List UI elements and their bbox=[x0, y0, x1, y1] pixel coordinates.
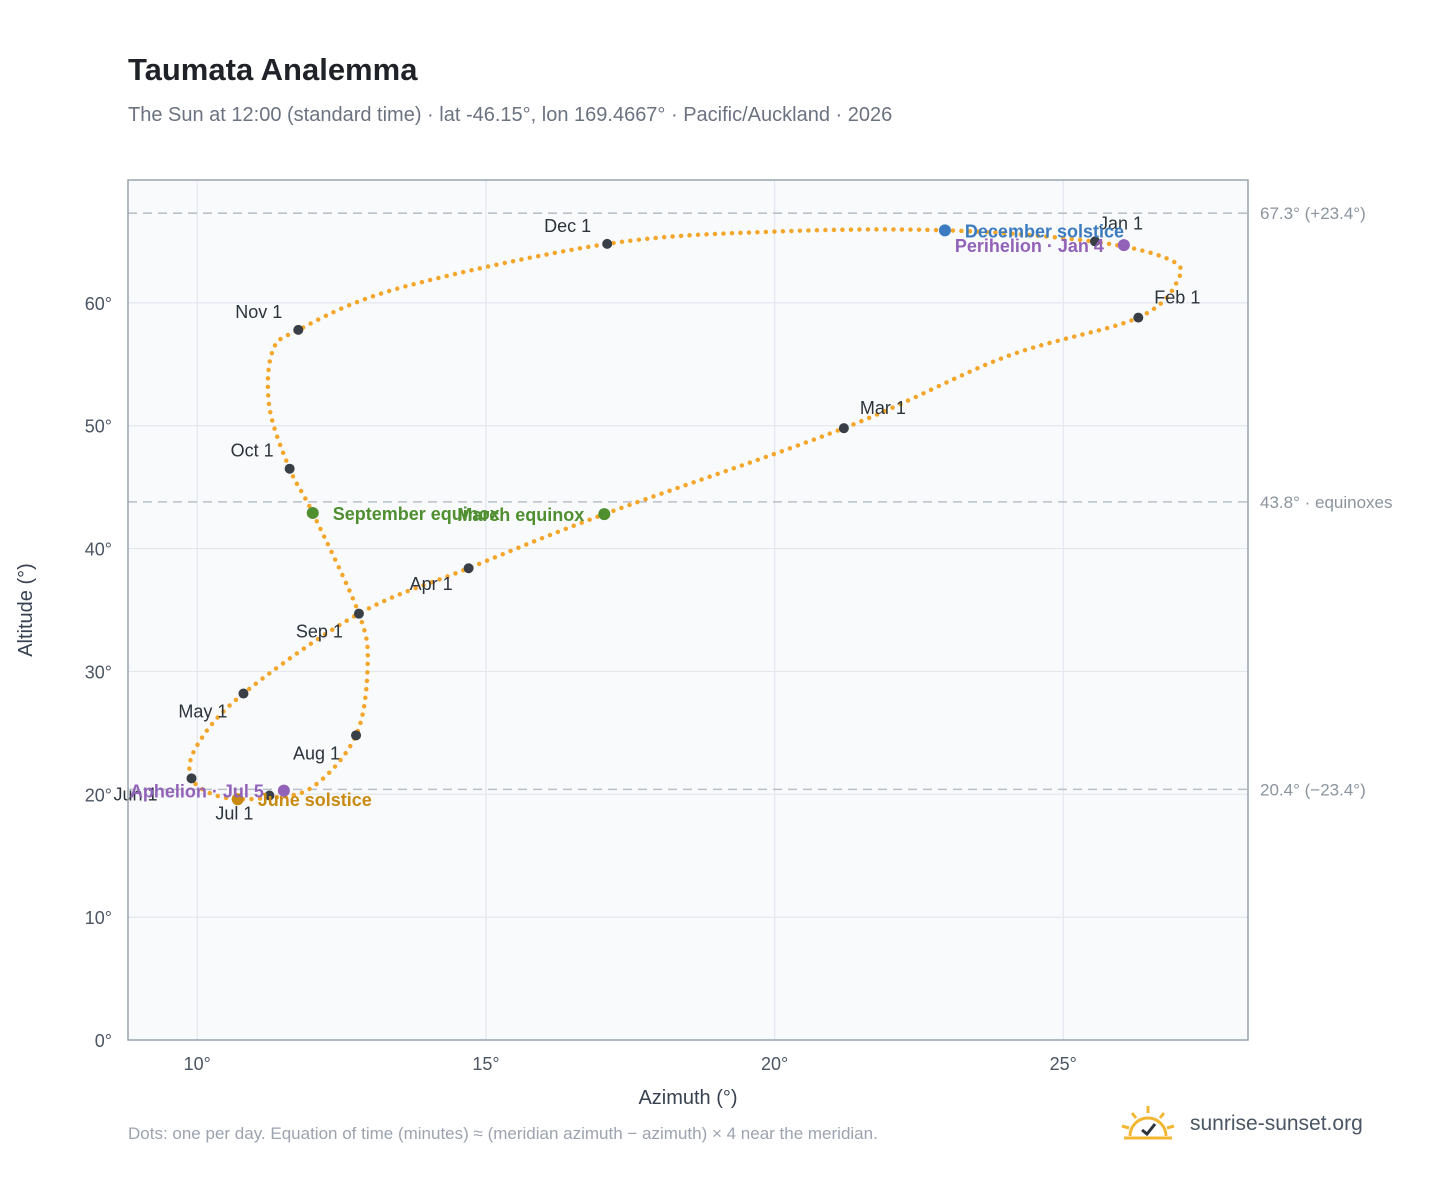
grid-lines bbox=[128, 180, 1248, 1041]
y-axis-title: Altitude (°) bbox=[15, 563, 37, 657]
month-label: Jul 1 bbox=[215, 804, 253, 824]
x-tick-label: 10° bbox=[184, 1054, 211, 1074]
month-label: May 1 bbox=[178, 702, 227, 722]
month-marker bbox=[838, 423, 849, 434]
month-marker bbox=[463, 563, 474, 574]
y-tick-label: 0° bbox=[95, 1031, 112, 1051]
y-tick-label: 10° bbox=[85, 908, 112, 928]
event-marker bbox=[1117, 239, 1130, 252]
month-marker bbox=[1090, 236, 1101, 247]
month-markers: Jan 1 Feb 1 Mar 1 Apr 1 May 1 Jun 1 Jul 1 Aug 1… bbox=[113, 213, 1200, 823]
event-marker bbox=[598, 508, 611, 521]
month-label: Mar 1 bbox=[860, 398, 906, 418]
month-label: Jan 1 bbox=[1099, 213, 1143, 233]
month-marker bbox=[264, 790, 275, 801]
event-label: Aphelion · Jul 5 bbox=[130, 782, 264, 802]
y-axis-ticks: 0° 10° 20° 30° 40° 50° 60° bbox=[85, 294, 112, 1051]
event-label: March equinox bbox=[457, 505, 584, 525]
plot-frame bbox=[127, 179, 1249, 1041]
plot-background bbox=[128, 180, 1248, 1040]
footnote: Dots: one per day. Equation of time (min… bbox=[128, 1124, 878, 1143]
month-marker bbox=[351, 730, 362, 741]
event-label: September equinox bbox=[333, 504, 500, 524]
x-tick-label: 20° bbox=[761, 1054, 788, 1074]
event-label: Perihelion · Jan 4 bbox=[955, 236, 1104, 256]
month-marker bbox=[284, 463, 295, 474]
sun-check-icon bbox=[1121, 1106, 1175, 1140]
event-label: December solstice bbox=[965, 221, 1124, 241]
month-marker bbox=[602, 238, 613, 249]
chart-subtitle: The Sun at 12:00 (standard time) · lat -… bbox=[128, 104, 893, 126]
month-marker bbox=[293, 324, 304, 335]
event-label: June solstice bbox=[258, 790, 372, 810]
brand[interactable]: sunrise-sunset.org bbox=[1120, 1102, 1363, 1146]
chart-title: Taumata Analemma bbox=[128, 52, 418, 87]
month-label: Dec 1 bbox=[544, 216, 591, 236]
y-tick-label: 40° bbox=[85, 540, 112, 560]
month-marker bbox=[238, 688, 249, 699]
month-label: Jun 1 bbox=[113, 784, 157, 804]
month-label: Apr 1 bbox=[410, 574, 453, 594]
y-tick-label: 20° bbox=[85, 785, 112, 805]
event-marker bbox=[231, 793, 244, 806]
month-marker bbox=[1133, 312, 1144, 323]
month-label: Nov 1 bbox=[235, 302, 282, 322]
y-tick-label: 60° bbox=[85, 294, 112, 314]
brand-name: sunrise-sunset.org bbox=[1190, 1112, 1363, 1135]
y-tick-label: 30° bbox=[85, 662, 112, 682]
y-tick-label: 50° bbox=[85, 417, 112, 437]
month-marker bbox=[353, 608, 364, 619]
reference-lines: 67.3° (+23.4°) 43.8° · equinoxes 20.4° (−2… bbox=[128, 204, 1393, 799]
x-axis-title: Azimuth (°) bbox=[638, 1087, 737, 1109]
reference-label: 67.3° (+23.4°) bbox=[1260, 204, 1366, 223]
analemma-daily-dots bbox=[187, 227, 1184, 802]
month-label: Oct 1 bbox=[231, 441, 274, 461]
event-marker bbox=[938, 224, 951, 237]
event-marker bbox=[306, 506, 319, 519]
x-tick-label: 15° bbox=[472, 1054, 499, 1074]
month-label: Feb 1 bbox=[1154, 288, 1200, 308]
reference-label: 20.4° (−23.4°) bbox=[1260, 780, 1366, 799]
month-label: Sep 1 bbox=[296, 622, 343, 642]
reference-label: 43.8° · equinoxes bbox=[1260, 493, 1393, 512]
x-tick-label: 25° bbox=[1050, 1054, 1077, 1074]
event-marker bbox=[277, 784, 290, 797]
month-marker bbox=[186, 773, 197, 784]
month-label: Aug 1 bbox=[293, 743, 340, 763]
x-axis-ticks: 10° 15° 20° 25° bbox=[184, 1054, 1077, 1074]
analemma-curve bbox=[187, 227, 1184, 802]
